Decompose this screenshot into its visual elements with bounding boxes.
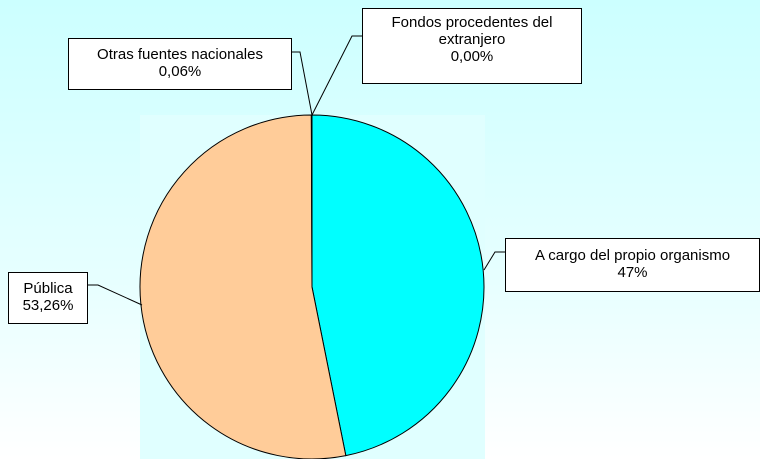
label-value: 0,00% xyxy=(450,48,494,65)
label-name: A cargo del propio organismo xyxy=(534,247,731,264)
slice-label: Otras fuentes nacionales 0,06% xyxy=(68,38,292,90)
slices xyxy=(139,114,485,459)
leader-line xyxy=(88,284,143,306)
pie-slice xyxy=(311,114,485,457)
slice-label: Fondos procedentes del extranjero 0,00% xyxy=(362,8,582,84)
label-name: Pública xyxy=(23,280,73,297)
slice-label: A cargo del propio organismo 47% xyxy=(505,238,760,292)
label-value: 47% xyxy=(617,264,648,281)
leader-line xyxy=(483,251,505,271)
label-value: 53,26% xyxy=(22,297,74,314)
leader-line xyxy=(311,35,362,116)
label-value: 0,06% xyxy=(158,63,202,80)
label-name: Otras fuentes nacionales xyxy=(97,46,263,63)
slice-label: Pública 53,26% xyxy=(8,272,88,324)
label-name: Fondos procedentes del extranjero xyxy=(391,14,553,48)
leader-line xyxy=(292,51,313,116)
